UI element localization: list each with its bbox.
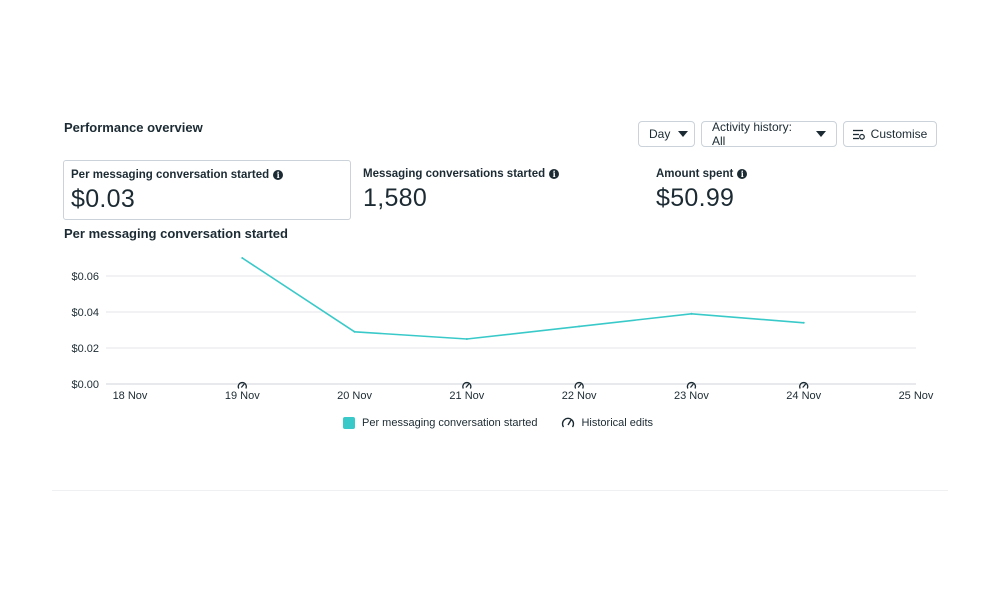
metric-label: Per messaging conversation started i — [71, 169, 343, 181]
x-tick-label: 20 Nov — [337, 390, 372, 402]
historical-edit-marker[interactable] — [799, 381, 809, 389]
activity-history-label: Activity history: All — [712, 120, 793, 148]
customise-icon — [852, 129, 865, 140]
metric-value: 1,580 — [363, 184, 428, 212]
day-dropdown[interactable]: Day — [638, 121, 695, 147]
page-title: Performance overview — [64, 120, 203, 135]
data-point — [241, 257, 244, 259]
metric-label: Amount spent i — [656, 168, 902, 180]
info-icon[interactable]: i — [273, 170, 284, 180]
y-tick-label: $0.06 — [71, 271, 99, 283]
caret-down-icon — [678, 131, 689, 137]
chart-title: Per messaging conversation started — [64, 226, 288, 241]
metric-card-conversations-started[interactable]: Messaging conversations started i 1,580 — [356, 160, 616, 220]
x-tick-label: 21 Nov — [449, 390, 484, 402]
metric-value: $0.03 — [71, 185, 136, 213]
data-point — [690, 312, 693, 315]
legend-swatch — [343, 416, 355, 429]
historical-edit-marker[interactable] — [462, 381, 472, 389]
legend-edits-label: Historical edits — [581, 416, 654, 429]
caret-down-icon — [816, 131, 826, 137]
chart-legend: Per messaging conversation started Histo… — [343, 416, 653, 429]
metric-label: Messaging conversations started i — [363, 168, 609, 180]
legend-series-label: Per messaging conversation started — [362, 416, 538, 429]
y-tick-label: $0.02 — [71, 343, 99, 355]
x-tick-label: 24 Nov — [786, 390, 821, 402]
y-tick-label: $0.00 — [71, 379, 99, 391]
activity-history-dropdown[interactable]: Activity history: All — [701, 120, 837, 148]
customise-button[interactable]: Customise — [843, 121, 937, 147]
metric-label-text: Amount spent — [656, 168, 734, 180]
data-point — [465, 338, 468, 340]
customise-label: Customise — [870, 127, 928, 141]
metric-label-text: Per messaging conversation started — [71, 169, 270, 181]
x-tick-label: 23 Nov — [674, 390, 709, 402]
data-point — [802, 321, 805, 324]
historical-edit-marker[interactable] — [686, 381, 697, 389]
metric-label-text: Messaging conversations started — [363, 168, 546, 180]
data-point — [578, 325, 581, 328]
x-tick-label: 18 Nov — [113, 390, 148, 402]
historical-edit-marker[interactable] — [237, 381, 247, 389]
data-point — [353, 330, 356, 333]
day-dropdown-label: Day — [649, 127, 671, 141]
metric-card-cost-per-conversation[interactable]: Per messaging conversation started i $0.… — [63, 160, 351, 220]
historical-edit-marker[interactable] — [574, 381, 584, 389]
section-divider — [52, 490, 948, 491]
legend-item-series[interactable]: Per messaging conversation started — [343, 416, 538, 429]
info-icon[interactable]: i — [549, 169, 560, 179]
x-tick-label: 19 Nov — [225, 390, 260, 402]
x-tick-label: 25 Nov — [899, 390, 934, 402]
legend-item-historical-edits[interactable]: Historical edits — [561, 416, 653, 429]
metric-value: $50.99 — [656, 184, 735, 212]
y-tick-label: $0.04 — [71, 307, 99, 319]
series-line — [241, 257, 804, 340]
info-icon[interactable]: i — [737, 169, 748, 179]
gauge-edit-icon — [562, 417, 575, 428]
x-tick-label: 22 Nov — [562, 390, 597, 402]
metric-card-amount-spent[interactable]: Amount spent i $50.99 — [649, 160, 909, 220]
